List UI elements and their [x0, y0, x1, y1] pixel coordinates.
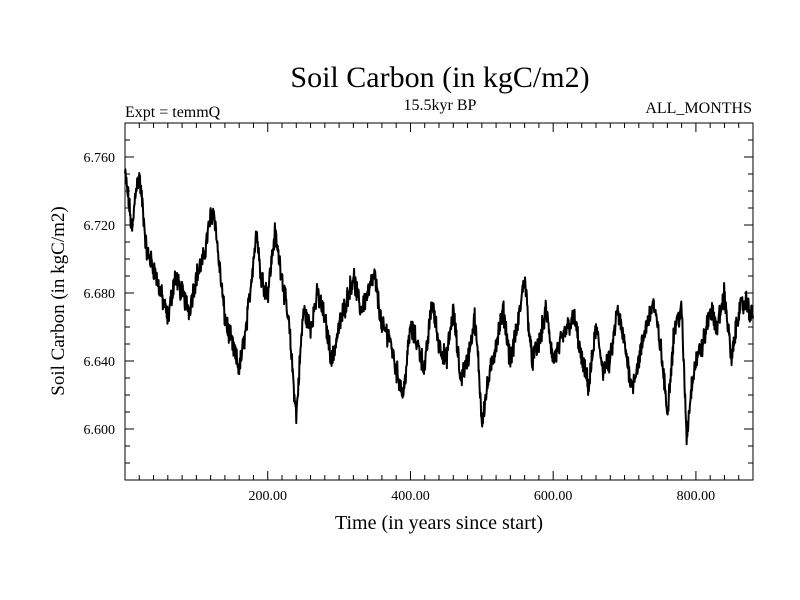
y-tick-label: 6.600: [84, 423, 116, 438]
x-tick-label: 800.00: [677, 489, 716, 504]
x-tick-label: 400.00: [391, 489, 430, 504]
series-layer: [124, 168, 754, 446]
chart-title: Soil Carbon (in kgC/m2): [290, 61, 589, 94]
chart-left-label: Expt = temmQ: [125, 104, 221, 121]
x-axis-label: Time (in years since start): [335, 512, 543, 534]
x-tick-label: 200.00: [248, 489, 287, 504]
y-tick-label: 6.640: [84, 355, 116, 370]
y-axis-label: Soil Carbon (in kgC/m2): [48, 206, 69, 395]
axes: 200.00 400.00 600.00 800.00 6.600 6.640 6.680 6…: [84, 123, 753, 504]
plot-frame: [124, 122, 754, 481]
series-line-soil-carbon: [124, 168, 754, 446]
y-tick-label: 6.720: [84, 219, 116, 234]
y-tick-label: 6.680: [84, 287, 116, 302]
chart-right-label: ALL_MONTHS: [645, 100, 752, 117]
chart-subtitle: 15.5kyr BP: [404, 97, 477, 114]
y-tick-label: 6.760: [84, 151, 116, 166]
x-tick-label: 600.00: [534, 489, 573, 504]
